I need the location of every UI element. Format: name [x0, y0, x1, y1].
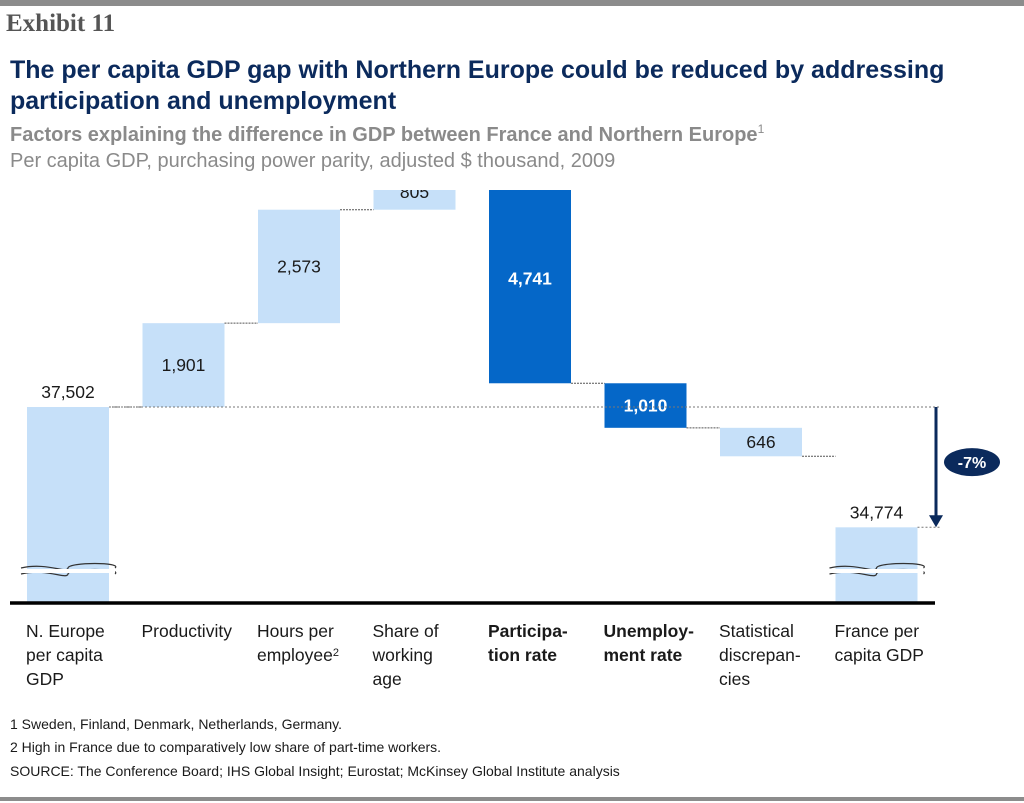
- bar-5: [604, 383, 687, 428]
- category-label-4-line-1: tion rate: [488, 645, 558, 665]
- chart-units: Per capita GDP, purchasing power parity,…: [10, 150, 616, 172]
- category-label-1-line-0: Productivity: [141, 621, 232, 641]
- change-badge-label: -7%: [958, 455, 986, 472]
- chart-subtitle: Factors explaining the difference in GDP…: [10, 122, 765, 147]
- exhibit-label: Exhibit 11: [6, 10, 116, 37]
- category-label-0-line-1: per capita: [26, 645, 103, 665]
- axis-break-7-a: [829, 562, 925, 571]
- category-label-6-line-1: discrepan-: [719, 645, 801, 665]
- category-label-3-line-2: age: [372, 669, 402, 689]
- value-label-4: 4,741: [508, 269, 552, 289]
- axis-break-0-a: [20, 562, 117, 571]
- subtitle-text: Factors explaining the difference in GDP…: [10, 124, 758, 146]
- bar-2: [258, 209, 340, 324]
- source-note: SOURCE: The Conference Board; IHS Global…: [10, 763, 620, 779]
- category-label-7-line-1: capita GDP: [834, 645, 924, 665]
- category-label-2-line-1: employee2: [257, 645, 340, 665]
- category-label-1: Productivity: [142, 619, 232, 643]
- category-label-7-line-0: France per: [834, 621, 920, 641]
- waterfall-chart: 37,502 1,901 2,573 805 4,741 1,010 646 34,774 -7…: [10, 190, 1000, 605]
- category-label-6: Statistical discrepan-cies: [719, 619, 801, 691]
- bar-3: [373, 190, 456, 210]
- category-label-6-line-0: Statistical: [719, 621, 794, 641]
- value-label-5: 1,010: [624, 396, 668, 416]
- bar-4: [489, 190, 571, 384]
- category-label-4-line-0: Participa-: [488, 621, 568, 641]
- category-label-2: Hours per employee2: [257, 619, 339, 667]
- category-label-5-line-0: Unemploy-: [603, 621, 694, 641]
- category-label-0: N. Europe per capita GDP: [26, 619, 105, 691]
- value-label-0: 37,502: [41, 382, 95, 402]
- footnote-2: 2 High in France due to comparatively lo…: [10, 739, 442, 755]
- value-label-2: 2,573: [277, 256, 321, 276]
- value-label-1: 1,901: [162, 355, 206, 375]
- bar-7: [835, 527, 918, 603]
- value-label-3: 805: [400, 190, 429, 202]
- axis-break-gap-0: [21, 569, 115, 573]
- category-label-5-line-1: ment rate: [603, 645, 683, 665]
- subtitle-footnote-mark: 1: [757, 122, 765, 136]
- category-label-2-line-0: Hours per: [257, 621, 334, 641]
- category-label-4: Participa-tion rate: [488, 619, 568, 667]
- category-label-0-line-2: GDP: [26, 669, 64, 689]
- category-label-5: Unemploy-ment rate: [604, 619, 694, 667]
- category-label-3-line-0: Share of: [372, 621, 439, 641]
- category-footnote-mark-2: 2: [332, 647, 340, 659]
- axis-break-gap-7: [829, 569, 924, 573]
- bottom-rule: [0, 797, 1024, 801]
- chart-title: The per capita GDP gap with Northern Eur…: [10, 56, 945, 115]
- value-label-6: 646: [746, 432, 775, 452]
- category-label-3-line-1: working: [372, 645, 433, 665]
- category-label-0-line-0: N. Europe: [26, 621, 105, 641]
- change-badge: [944, 448, 1000, 477]
- category-label-6-line-2: cies: [719, 669, 751, 689]
- bar-6: [720, 427, 802, 457]
- value-label-7: 34,774: [850, 502, 904, 522]
- top-rule: [0, 0, 1024, 6]
- category-label-3: Share of working age: [373, 619, 439, 691]
- bar-1: [142, 323, 225, 407]
- category-label-7: France per capita GDP: [835, 619, 924, 667]
- footnote-1: 1 Sweden, Finland, Denmark, Netherlands,…: [10, 716, 343, 732]
- change-arrow-head: [929, 515, 943, 528]
